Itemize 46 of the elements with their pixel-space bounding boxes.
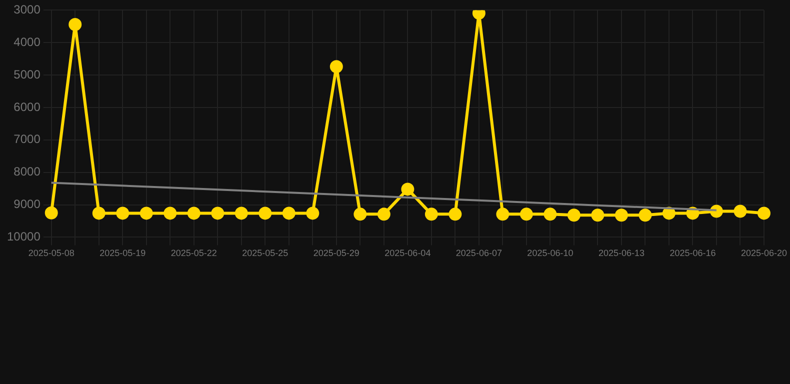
point	[282, 206, 296, 220]
point	[164, 206, 177, 220]
y-tick-label: 9000	[14, 197, 41, 212]
point	[306, 206, 320, 220]
x-tick-label: 2025-06-04	[384, 248, 431, 258]
point	[662, 206, 676, 220]
x-tick-label: 2025-06-20	[740, 248, 788, 258]
point	[258, 206, 272, 220]
point	[638, 208, 652, 222]
point	[544, 208, 557, 221]
y-tick-label: 7000	[14, 132, 41, 146]
x-tick-label: 2025-05-19	[100, 248, 146, 258]
point	[448, 208, 462, 221]
y-tick-label: 5000	[14, 67, 41, 82]
point	[92, 206, 106, 220]
point	[520, 208, 533, 221]
point	[591, 208, 604, 222]
x-tick-label: 2025-06-07	[456, 248, 502, 258]
point	[496, 208, 510, 221]
point	[68, 18, 82, 31]
point	[734, 204, 747, 218]
point	[330, 60, 343, 74]
y-tick-label: 8000	[14, 164, 41, 179]
point	[424, 208, 438, 221]
y-tick-label: 10000	[6, 230, 41, 244]
x-tick-label: 2025-05-29	[313, 248, 360, 258]
x-tick-label: 2025-06-13	[598, 248, 644, 258]
point	[211, 206, 224, 220]
y-tick-label: 4000	[14, 34, 41, 49]
point	[116, 206, 130, 220]
x-tick-label: 2025-06-10	[527, 248, 574, 258]
point	[187, 206, 200, 220]
x-tick-label: 2025-05-25	[242, 248, 288, 258]
x-tick-label: 2025-06-16	[670, 248, 716, 258]
point	[377, 208, 390, 221]
point	[140, 206, 153, 220]
point	[614, 208, 628, 222]
point	[401, 182, 414, 196]
point	[234, 206, 248, 220]
point	[757, 206, 770, 220]
y-tick-label: 3000	[14, 2, 41, 17]
y-tick-label: 6000	[14, 100, 41, 114]
point	[354, 208, 367, 221]
x-tick-label: 2025-05-08	[28, 248, 74, 258]
x-tick-label: 2025-05-22	[170, 248, 217, 258]
point	[567, 208, 580, 222]
